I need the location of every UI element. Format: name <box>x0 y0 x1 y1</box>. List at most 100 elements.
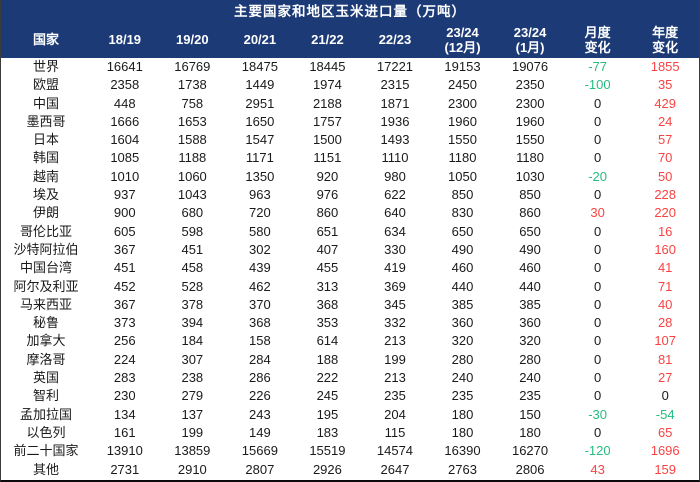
value-cell: 452 <box>113 278 136 294</box>
value-cell: 2647 <box>380 461 410 477</box>
monthly-change-cell: 43 <box>590 461 605 477</box>
value-cell: 1650 <box>245 113 275 129</box>
value-cell: 680 <box>181 205 204 221</box>
table-row: 中国台湾 451 458 439 455 419 460 460 0 41 <box>1 259 699 277</box>
value-cell: 1188 <box>178 150 207 166</box>
country-cell: 以色列 <box>26 424 66 440</box>
value-cell: 15519 <box>309 443 346 459</box>
value-cell: 650 <box>519 223 541 239</box>
value-cell: 184 <box>181 333 204 349</box>
yearly-change-cell: 159 <box>654 461 677 477</box>
country-cell: 埃及 <box>32 187 59 203</box>
column-header: 21/22 <box>293 21 362 58</box>
country-cell: 秘鲁 <box>32 315 59 331</box>
value-cell: 213 <box>384 370 406 386</box>
value-cell: 2951 <box>245 95 275 111</box>
monthly-change-cell: 0 <box>593 223 602 239</box>
monthly-change-cell: 0 <box>593 424 602 440</box>
value-cell: 614 <box>316 333 339 349</box>
value-cell: 440 <box>451 278 474 294</box>
value-cell: 1960 <box>515 113 545 129</box>
country-cell: 摩洛哥 <box>26 351 66 367</box>
country-cell: 哥伦比亚 <box>19 223 72 239</box>
value-cell: 14574 <box>376 443 414 459</box>
value-cell: 1030 <box>515 168 545 184</box>
yearly-change-cell: 27 <box>657 370 673 386</box>
value-cell: 448 <box>113 95 136 111</box>
monthly-change-cell: -100 <box>584 77 611 93</box>
value-cell: 451 <box>181 241 204 257</box>
value-cell: 367 <box>113 296 136 312</box>
value-cell: 368 <box>249 315 271 331</box>
value-cell: 1738 <box>177 77 207 93</box>
table-header-row: 国家 18/19 19/20 20/21 21/22 22/23 23/24 (12月) 23/… <box>1 21 699 58</box>
value-cell: 937 <box>113 187 136 203</box>
value-cell: 245 <box>316 388 339 404</box>
value-cell: 1180 <box>448 150 477 166</box>
value-cell: 2300 <box>515 95 545 111</box>
value-cell: 2807 <box>245 461 275 477</box>
yearly-change-cell: 28 <box>657 315 673 331</box>
country-cell: 欧盟 <box>32 77 59 93</box>
monthly-change-cell: 0 <box>593 132 602 148</box>
yearly-change-cell: 16 <box>657 223 673 239</box>
value-cell: 458 <box>181 260 204 276</box>
value-cell: 161 <box>113 424 136 440</box>
value-cell: 360 <box>451 315 474 331</box>
country-cell: 其他 <box>32 461 59 477</box>
value-cell: 19153 <box>444 59 481 74</box>
value-cell: 149 <box>249 424 271 440</box>
country-cell: 中国台湾 <box>19 260 72 276</box>
value-cell: 18445 <box>309 59 346 74</box>
monthly-change-cell: 0 <box>593 388 602 404</box>
value-cell: 240 <box>451 370 474 386</box>
monthly-change-cell: 0 <box>593 95 602 111</box>
table-row: 伊朗 900 680 720 860 640 830 860 30 220 <box>1 204 699 222</box>
table-title: 主要国家和地区玉米进口量（万吨） <box>1 0 699 21</box>
yearly-change-cell: 228 <box>654 187 677 203</box>
column-header: 20/21 <box>226 21 294 58</box>
country-cell: 加拿大 <box>26 333 66 349</box>
value-cell: 605 <box>113 223 136 239</box>
value-cell: 1547 <box>245 132 275 148</box>
value-cell: 2358 <box>110 77 140 93</box>
value-cell: 1060 <box>177 168 207 184</box>
value-cell: 460 <box>519 260 541 276</box>
value-cell: 373 <box>113 315 136 331</box>
value-cell: 860 <box>316 205 339 221</box>
value-cell: 150 <box>519 406 541 422</box>
data-table: 国家 18/19 19/20 20/21 21/22 22/23 23/24 (12月) 23/… <box>1 21 699 479</box>
value-cell: 580 <box>249 223 271 239</box>
monthly-change-cell: 0 <box>593 187 602 203</box>
value-cell: 195 <box>316 406 339 422</box>
value-cell: 462 <box>249 278 271 294</box>
value-cell: 460 <box>451 260 474 276</box>
value-cell: 18475 <box>241 59 278 74</box>
value-cell: 230 <box>113 388 136 404</box>
value-cell: 830 <box>451 205 474 221</box>
value-cell: 2806 <box>515 461 545 477</box>
value-cell: 235 <box>451 388 474 404</box>
value-cell: 222 <box>316 370 339 386</box>
value-cell: 490 <box>451 241 474 257</box>
value-cell: 2450 <box>448 77 477 93</box>
value-cell: 650 <box>451 223 474 239</box>
value-cell: 19076 <box>511 59 549 74</box>
yearly-change-cell: 1855 <box>650 59 680 74</box>
value-cell: 490 <box>519 241 541 257</box>
monthly-change-cell: 0 <box>593 370 602 386</box>
value-cell: 1974 <box>312 77 342 93</box>
value-cell: 378 <box>181 296 204 312</box>
value-cell: 1350 <box>245 168 275 184</box>
value-cell: 920 <box>316 168 339 184</box>
value-cell: 307 <box>181 351 204 367</box>
country-cell: 墨西哥 <box>26 113 66 129</box>
value-cell: 850 <box>451 187 474 203</box>
yearly-change-cell: 57 <box>657 132 673 148</box>
yearly-change-cell: 220 <box>654 205 677 221</box>
value-cell: 280 <box>519 351 541 367</box>
value-cell: 1043 <box>177 187 207 203</box>
country-cell: 沙特阿拉伯 <box>13 241 79 257</box>
monthly-change-cell: 30 <box>590 205 605 221</box>
value-cell: 1171 <box>245 150 274 166</box>
